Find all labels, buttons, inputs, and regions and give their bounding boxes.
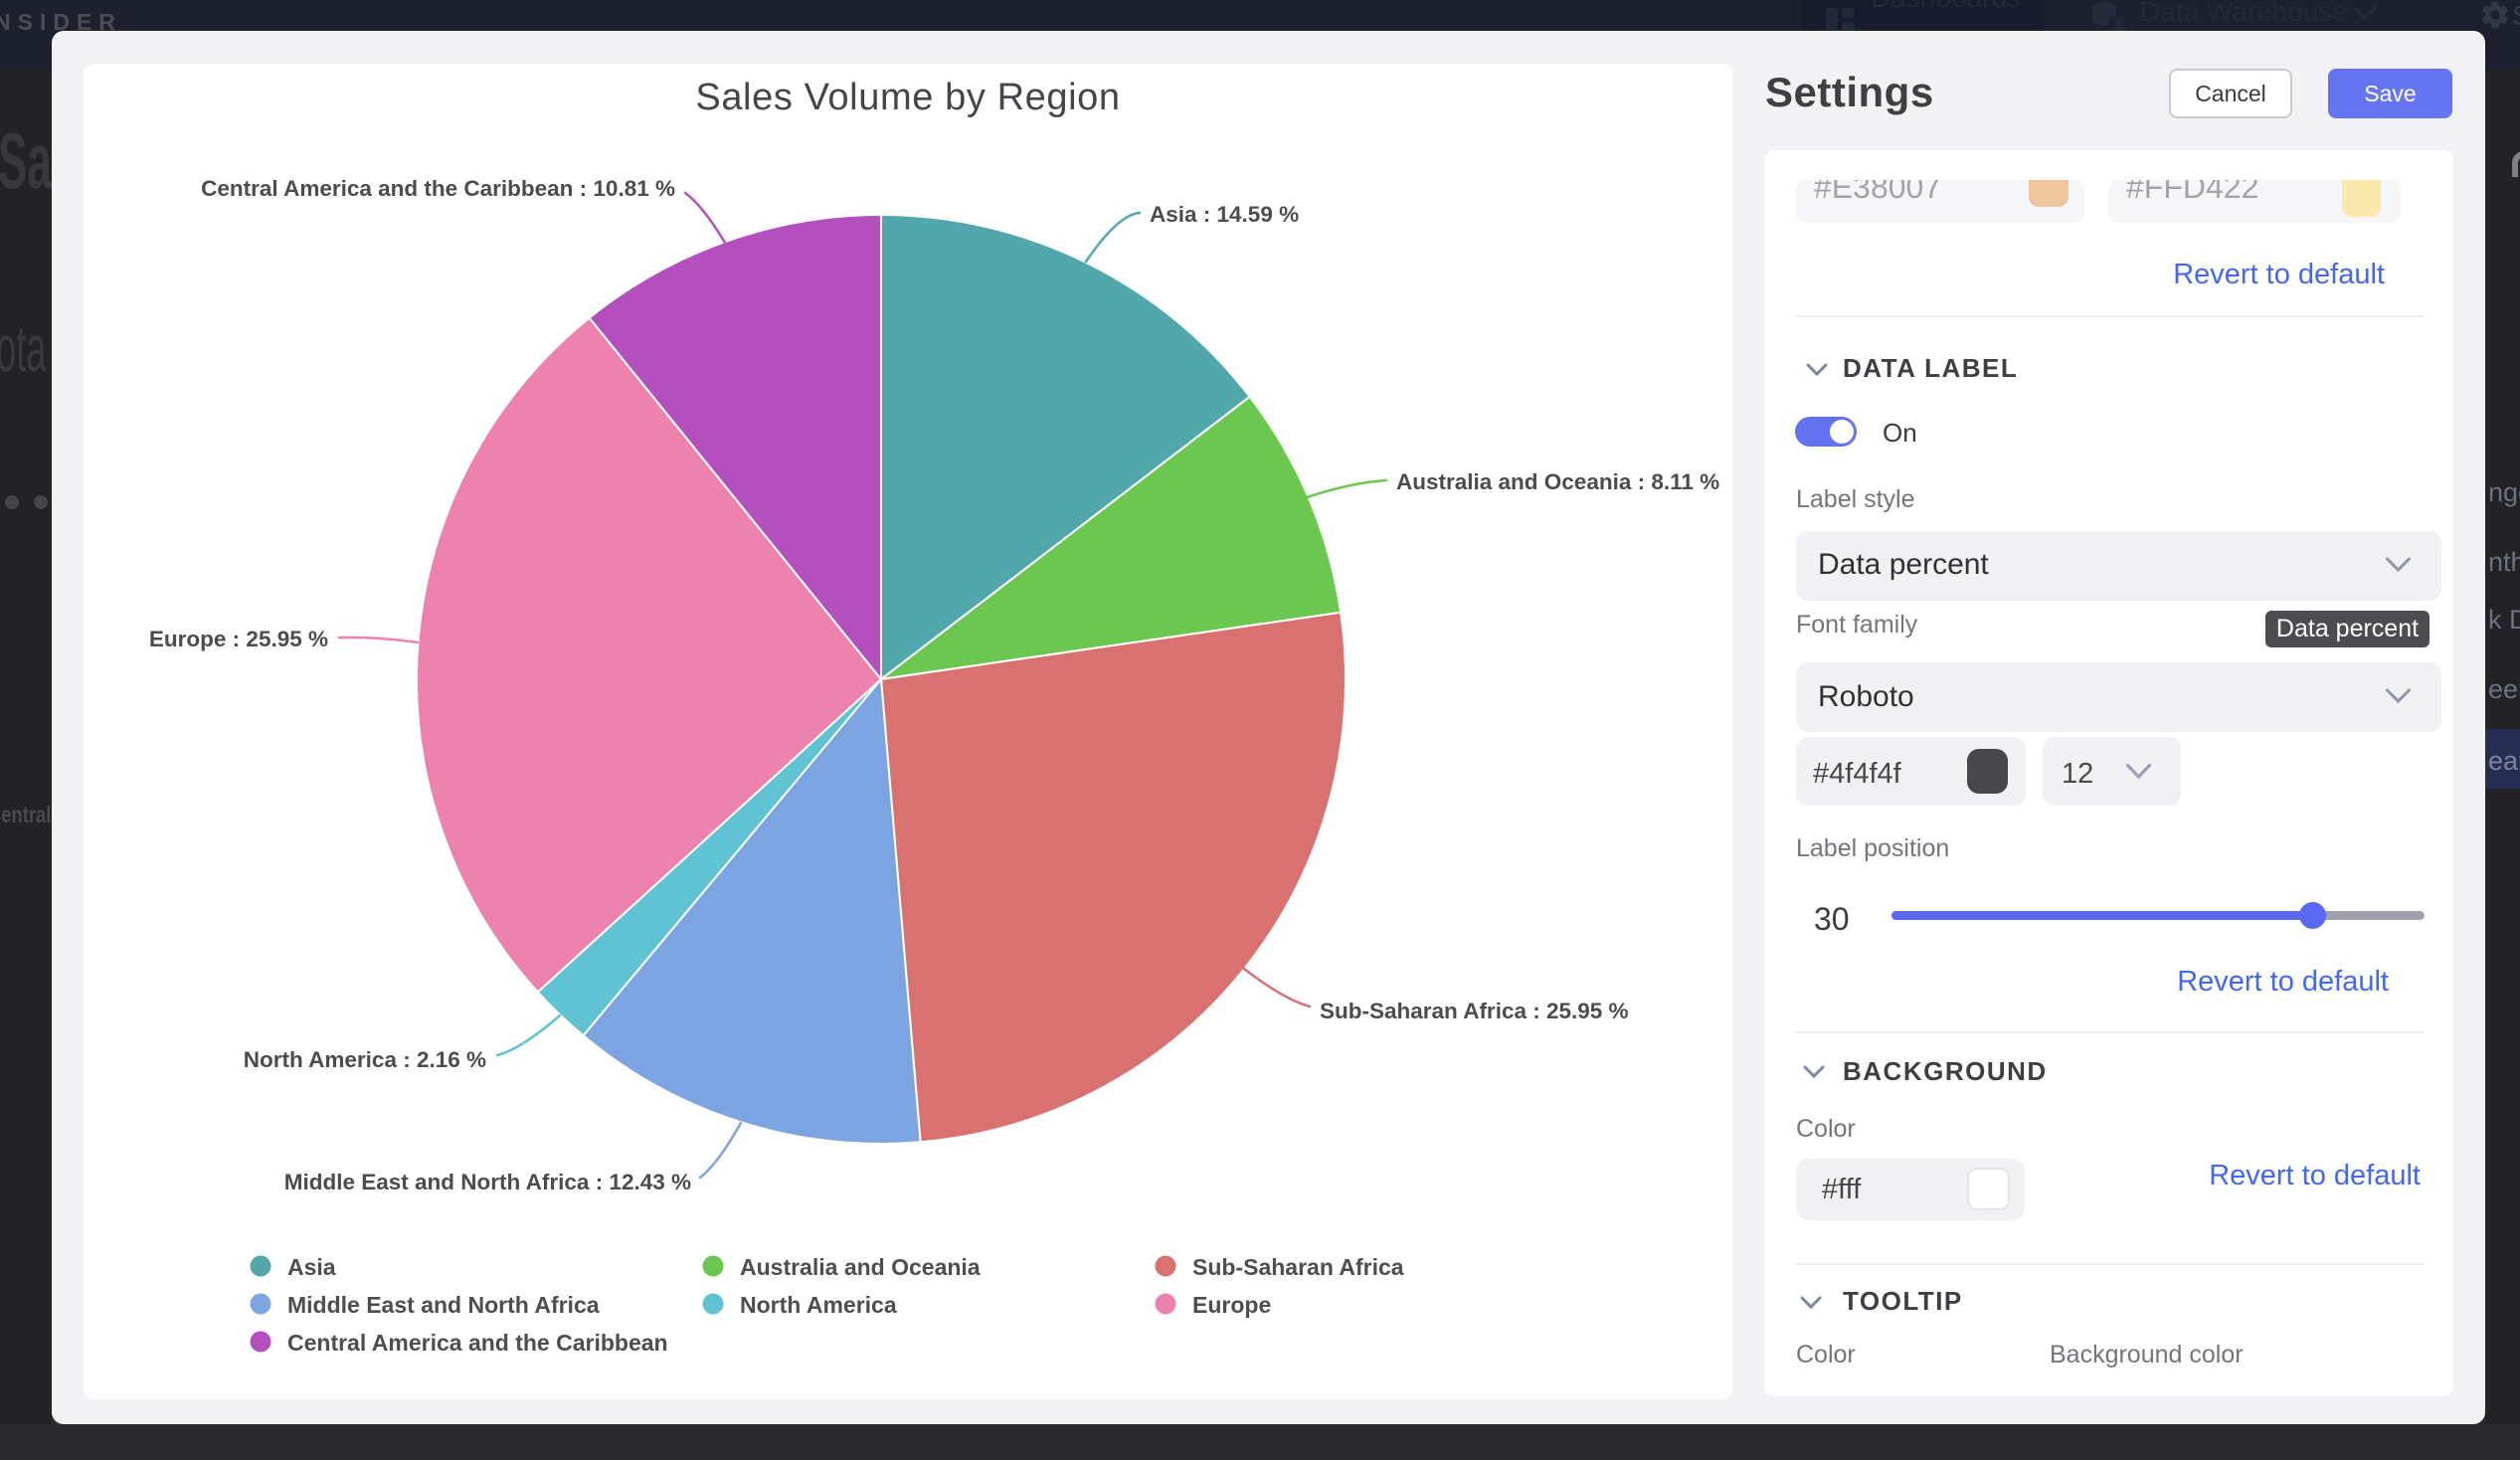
svg-text:Australia and Oceania: Australia and Oceania [740,1254,981,1280]
svg-text:North America: North America [740,1292,897,1318]
svg-text:Asia: Asia [287,1254,336,1280]
svg-text:Middle East and North Africa :: Middle East and North Africa : 12.43 % [284,1170,691,1194]
svg-text:Sub-Saharan Africa : 25.95 %: Sub-Saharan Africa : 25.95 % [1320,999,1629,1023]
svg-text:Middle East and North Africa: Middle East and North Africa [287,1292,600,1318]
svg-text:North America : 2.16 %: North America : 2.16 % [244,1047,486,1072]
svg-text:Europe : 25.95 %: Europe : 25.95 % [149,627,328,651]
svg-text:Asia : 14.59 %: Asia : 14.59 % [1150,202,1299,227]
svg-text:Europe: Europe [1192,1292,1271,1318]
svg-text:Australia and Oceania : 8.11 %: Australia and Oceania : 8.11 % [1396,469,1719,494]
svg-text:Central America and the Caribb: Central America and the Caribbean [287,1330,668,1356]
svg-text:Sub-Saharan Africa: Sub-Saharan Africa [1192,1254,1404,1280]
svg-text:Sales Volume by Region: Sales Volume by Region [695,77,1120,118]
svg-text:Central America and the Caribb: Central America and the Caribbean : 10.8… [201,176,675,201]
